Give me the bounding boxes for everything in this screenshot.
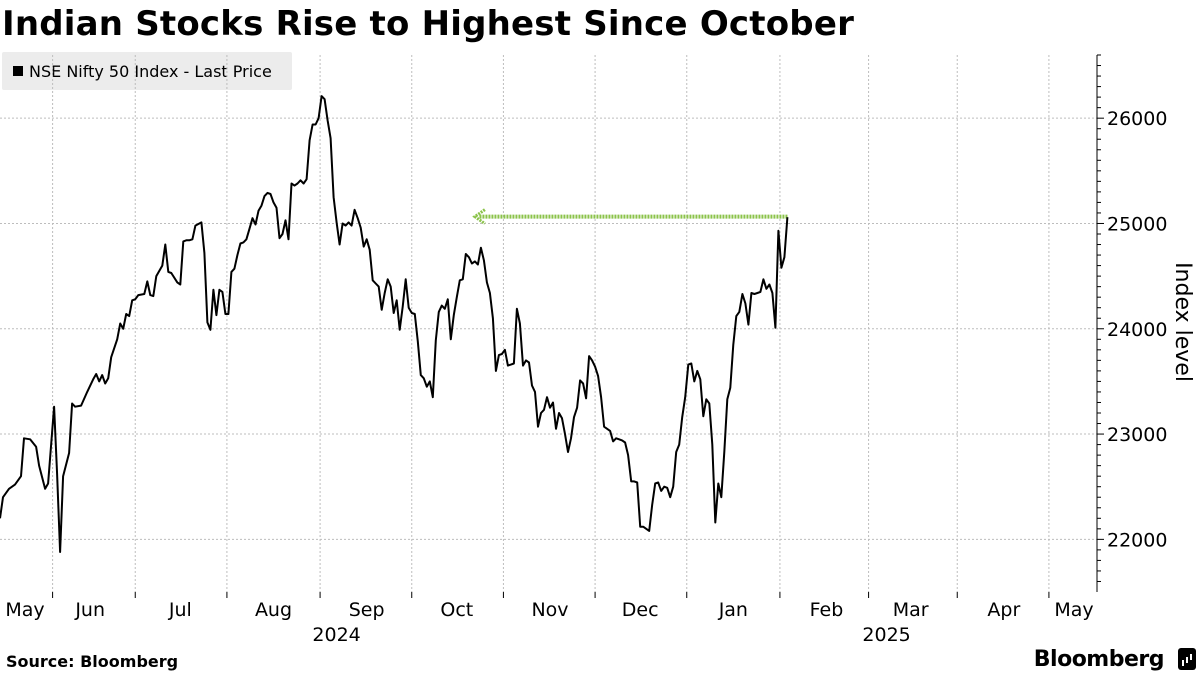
x-tick-label-sep: Sep: [349, 599, 385, 621]
x-tick-label-jun: Jun: [74, 599, 105, 621]
legend-label: NSE Nifty 50 Index - Last Price: [29, 62, 272, 81]
x-tick-label-mar: Mar: [893, 599, 929, 621]
x-tick-label-feb: Feb: [810, 599, 844, 621]
x-tick-label-aug: Aug: [255, 599, 292, 621]
y-tick-label-25000: 25000: [1107, 213, 1167, 235]
legend-swatch: [13, 66, 23, 76]
series-line-0: [0, 95, 789, 553]
x-tick-label-may: May: [1054, 599, 1093, 621]
y-tick-label-22000: 22000: [1107, 529, 1167, 551]
x-tick-label-oct: Oct: [440, 599, 473, 621]
x-tick-label-dec: Dec: [622, 599, 659, 621]
annotation-arrow-head: [472, 208, 486, 225]
year-label-2024: 2024: [312, 624, 360, 646]
x-tick-label-may: May: [5, 599, 44, 621]
x-tick-label-jan: Jan: [718, 599, 748, 621]
y-tick-label-23000: 23000: [1107, 424, 1167, 446]
brand-name: Bloomberg: [1033, 647, 1165, 672]
series-layer: [0, 95, 789, 553]
gridlines: [0, 55, 1097, 592]
chart-title: Indian Stocks Rise to Highest Since Octo…: [2, 4, 855, 44]
y-axis: 22000 23000 24000 25000 26000: [1096, 54, 1167, 592]
x-tick-label-jul: Jul: [168, 599, 192, 621]
year-label-2025: 2025: [862, 624, 910, 646]
x-tick-label-nov: Nov: [531, 599, 568, 621]
x-tick-label-apr: Apr: [987, 599, 1020, 621]
y-tick-label-26000: 26000: [1107, 108, 1167, 130]
bloomberg-terminal-icon: [1178, 648, 1196, 670]
y-tick-label-24000: 24000: [1107, 319, 1167, 341]
legend: NSE Nifty 50 Index - Last Price: [2, 52, 292, 90]
annotation: [472, 208, 788, 225]
x-axis: May Jun Jul Aug Sep Oct Nov Dec Jan Feb Mar Apr May 2…: [5, 592, 1094, 646]
y-axis-label: Index level: [1170, 262, 1195, 382]
source-note: Source: Bloomberg: [6, 652, 179, 671]
